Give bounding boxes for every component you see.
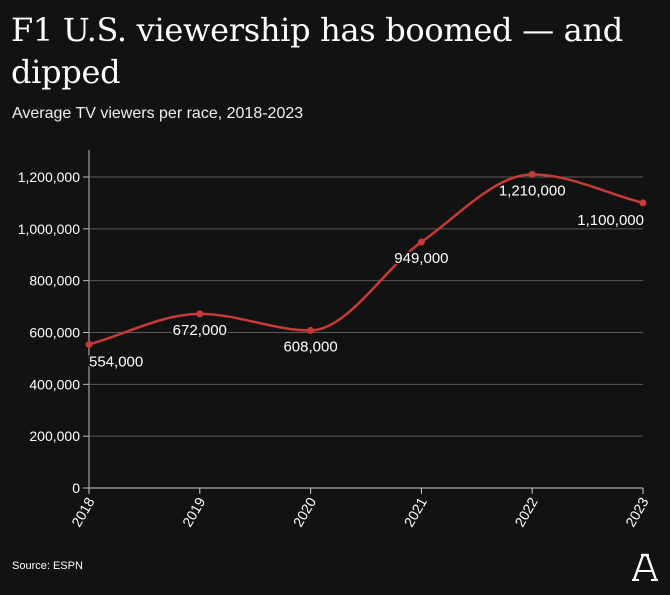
data-point bbox=[528, 170, 536, 178]
data-label: 1,100,000 bbox=[577, 212, 644, 229]
x-tick-label: 2022 bbox=[511, 494, 541, 529]
chart-title: F1 U.S. viewership has boomed — and dipp… bbox=[11, 11, 623, 91]
x-tick-label: 2023 bbox=[622, 494, 652, 529]
data-label: 1,210,000 bbox=[499, 182, 566, 199]
y-tick-label: 1,000,000 bbox=[18, 221, 80, 237]
athletic-logo-icon bbox=[632, 553, 658, 581]
x-tick-label: 2021 bbox=[401, 494, 431, 529]
data-label: 608,000 bbox=[283, 338, 337, 355]
data-label: 554,000 bbox=[89, 353, 143, 370]
y-tick-label: 200,000 bbox=[29, 428, 80, 444]
data-point bbox=[417, 238, 425, 246]
data-point bbox=[307, 326, 315, 334]
x-tick-label: 2020 bbox=[290, 494, 320, 529]
data-point bbox=[639, 199, 647, 207]
data-label: 672,000 bbox=[173, 322, 227, 339]
y-tick-label: 0 bbox=[72, 480, 80, 496]
data-point bbox=[85, 340, 93, 348]
source-note: Source: ESPN bbox=[12, 560, 83, 572]
data-label: 949,000 bbox=[394, 250, 448, 267]
y-tick-label: 400,000 bbox=[29, 376, 80, 392]
chart-subtitle: Average TV viewers per race, 2018-2023 bbox=[12, 105, 304, 122]
y-tick-label: 800,000 bbox=[29, 273, 80, 289]
x-tick-label: 2019 bbox=[179, 494, 209, 529]
x-tick-label: 2018 bbox=[68, 494, 98, 529]
y-tick-label: 1,200,000 bbox=[18, 169, 80, 185]
y-tick-label: 600,000 bbox=[29, 325, 80, 341]
data-point bbox=[196, 310, 204, 318]
series-line bbox=[87, 173, 645, 346]
